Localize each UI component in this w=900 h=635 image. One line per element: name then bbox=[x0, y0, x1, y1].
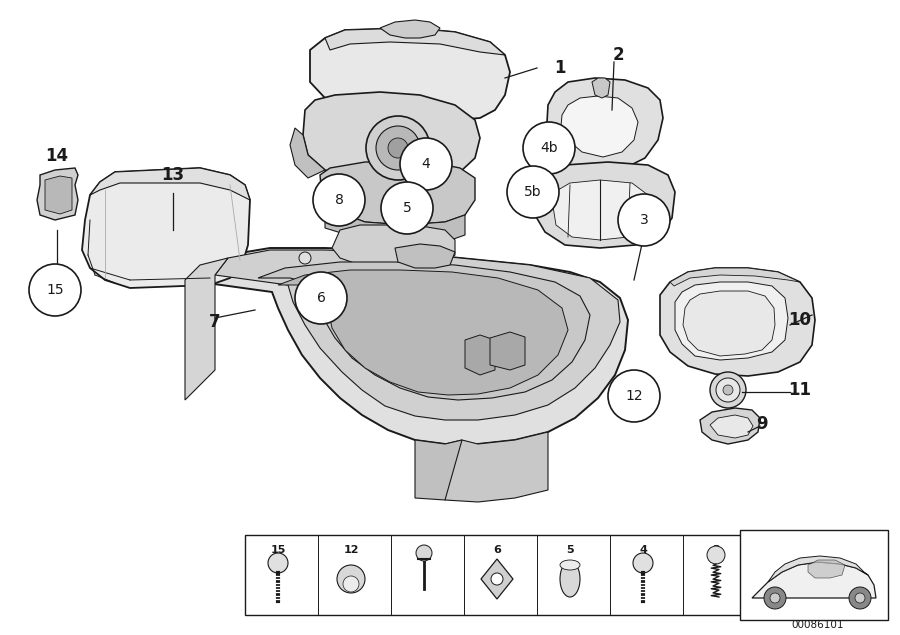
Bar bbox=[245, 535, 755, 615]
Circle shape bbox=[710, 372, 746, 408]
Text: 3: 3 bbox=[640, 213, 648, 227]
Circle shape bbox=[855, 593, 865, 603]
Polygon shape bbox=[395, 244, 455, 268]
Circle shape bbox=[381, 182, 433, 234]
Text: 00086101: 00086101 bbox=[792, 620, 844, 630]
Polygon shape bbox=[675, 282, 788, 360]
Circle shape bbox=[770, 593, 780, 603]
Polygon shape bbox=[325, 28, 505, 55]
Polygon shape bbox=[380, 20, 440, 38]
Polygon shape bbox=[535, 162, 675, 248]
Text: 4: 4 bbox=[421, 157, 430, 171]
Circle shape bbox=[707, 546, 725, 564]
Polygon shape bbox=[215, 250, 620, 420]
Polygon shape bbox=[90, 168, 250, 200]
Polygon shape bbox=[82, 168, 250, 288]
Bar bbox=[740, 530, 888, 620]
Circle shape bbox=[299, 252, 311, 264]
Text: 12: 12 bbox=[343, 545, 359, 555]
Polygon shape bbox=[546, 78, 663, 172]
Text: 11: 11 bbox=[788, 381, 812, 399]
Polygon shape bbox=[752, 562, 876, 598]
Text: 6: 6 bbox=[493, 545, 501, 555]
Circle shape bbox=[376, 126, 420, 170]
Polygon shape bbox=[415, 440, 462, 500]
Text: 15: 15 bbox=[46, 283, 64, 297]
Circle shape bbox=[400, 138, 452, 190]
Polygon shape bbox=[561, 96, 638, 157]
Text: 15: 15 bbox=[270, 545, 285, 555]
Text: 12: 12 bbox=[626, 389, 643, 403]
Text: 3: 3 bbox=[712, 545, 720, 555]
Text: 5: 5 bbox=[566, 545, 574, 555]
Text: 2: 2 bbox=[612, 46, 624, 64]
Text: 8: 8 bbox=[335, 193, 344, 207]
Circle shape bbox=[764, 587, 786, 609]
Circle shape bbox=[723, 385, 733, 395]
Text: 4b: 4b bbox=[540, 141, 558, 155]
Polygon shape bbox=[808, 560, 845, 578]
Circle shape bbox=[29, 264, 81, 316]
Polygon shape bbox=[290, 128, 325, 178]
Circle shape bbox=[388, 138, 408, 158]
Text: 9: 9 bbox=[756, 415, 768, 433]
Text: 5b: 5b bbox=[524, 185, 542, 199]
Ellipse shape bbox=[560, 560, 580, 570]
Text: 7: 7 bbox=[209, 313, 220, 331]
Text: 13: 13 bbox=[161, 166, 184, 184]
Polygon shape bbox=[303, 92, 480, 183]
Circle shape bbox=[295, 272, 347, 324]
Circle shape bbox=[416, 545, 432, 561]
Circle shape bbox=[716, 378, 740, 402]
Polygon shape bbox=[660, 268, 815, 376]
Circle shape bbox=[337, 565, 365, 593]
Polygon shape bbox=[481, 559, 513, 599]
Polygon shape bbox=[592, 78, 610, 98]
Circle shape bbox=[313, 174, 365, 226]
Polygon shape bbox=[445, 432, 548, 502]
Polygon shape bbox=[45, 176, 72, 214]
Circle shape bbox=[491, 573, 503, 585]
Polygon shape bbox=[490, 332, 525, 370]
Polygon shape bbox=[552, 180, 652, 240]
Text: 6: 6 bbox=[317, 291, 326, 305]
Polygon shape bbox=[185, 258, 228, 400]
Ellipse shape bbox=[560, 561, 580, 597]
Circle shape bbox=[366, 116, 430, 180]
Text: 8: 8 bbox=[420, 545, 427, 555]
Polygon shape bbox=[185, 248, 628, 444]
Polygon shape bbox=[332, 225, 455, 265]
Circle shape bbox=[849, 587, 871, 609]
Polygon shape bbox=[37, 168, 78, 220]
Polygon shape bbox=[320, 162, 475, 225]
Text: 1: 1 bbox=[554, 59, 566, 77]
Text: 14: 14 bbox=[45, 147, 68, 165]
Circle shape bbox=[523, 122, 575, 174]
Polygon shape bbox=[683, 291, 775, 356]
Polygon shape bbox=[670, 268, 800, 286]
Polygon shape bbox=[768, 556, 868, 582]
Polygon shape bbox=[465, 335, 495, 375]
Circle shape bbox=[608, 370, 660, 422]
Circle shape bbox=[268, 553, 288, 573]
Text: 10: 10 bbox=[788, 311, 812, 329]
Text: 5: 5 bbox=[402, 201, 411, 215]
Text: 4: 4 bbox=[639, 545, 647, 555]
Polygon shape bbox=[258, 262, 590, 400]
Polygon shape bbox=[310, 28, 510, 122]
Circle shape bbox=[507, 166, 559, 218]
Circle shape bbox=[618, 194, 670, 246]
Polygon shape bbox=[278, 270, 568, 395]
Polygon shape bbox=[710, 415, 753, 438]
Circle shape bbox=[343, 576, 359, 592]
Polygon shape bbox=[325, 210, 465, 245]
Polygon shape bbox=[700, 408, 760, 444]
Circle shape bbox=[633, 553, 653, 573]
